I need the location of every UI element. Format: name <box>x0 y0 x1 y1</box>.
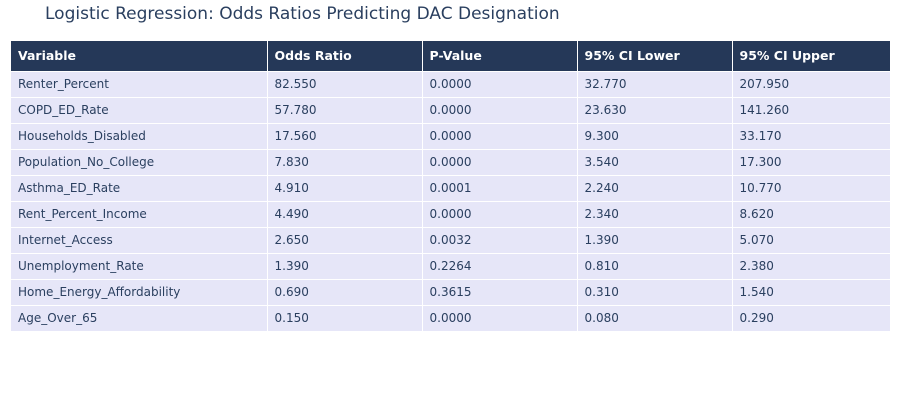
header-ci-upper: 95% CI Upper <box>732 41 890 71</box>
cell-p-value: 0.0000 <box>422 148 578 175</box>
cell-odds-ratio: 1.390 <box>267 252 423 279</box>
cell-p-value: 0.3615 <box>422 278 578 305</box>
cell-p-value: 0.0000 <box>422 70 578 97</box>
table-row: Unemployment_Rate 1.390 0.2264 0.810 2.380 <box>11 252 890 279</box>
cell-variable: Households_Disabled <box>11 122 268 149</box>
cell-ci-lower: 0.810 <box>577 252 733 279</box>
cell-ci-upper: 8.620 <box>732 200 890 227</box>
cell-p-value: 0.0032 <box>422 226 578 253</box>
cell-variable: Internet_Access <box>11 226 268 253</box>
cell-variable: COPD_ED_Rate <box>11 96 268 123</box>
cell-ci-upper: 2.380 <box>732 252 890 279</box>
table-body: Renter_Percent 82.550 0.0000 32.770 207.950 C… <box>11 70 890 331</box>
table-row: Asthma_ED_Rate 4.910 0.0001 2.240 10.770 <box>11 174 890 201</box>
cell-variable: Renter_Percent <box>11 70 268 97</box>
cell-ci-upper: 10.770 <box>732 174 890 201</box>
cell-ci-lower: 32.770 <box>577 70 733 97</box>
cell-variable: Home_Energy_Affordability <box>11 278 268 305</box>
cell-odds-ratio: 4.910 <box>267 174 423 201</box>
cell-p-value: 0.0000 <box>422 96 578 123</box>
cell-ci-upper: 1.540 <box>732 278 890 305</box>
cell-p-value: 0.2264 <box>422 252 578 279</box>
header-variable: Variable <box>11 41 268 71</box>
cell-ci-lower: 1.390 <box>577 226 733 253</box>
cell-ci-upper: 33.170 <box>732 122 890 149</box>
cell-ci-upper: 141.260 <box>732 96 890 123</box>
odds-ratio-table: Variable Odds Ratio P-Value 95% CI Lower… <box>11 41 890 331</box>
cell-variable: Age_Over_65 <box>11 304 268 331</box>
cell-p-value: 0.0000 <box>422 122 578 149</box>
cell-odds-ratio: 17.560 <box>267 122 423 149</box>
cell-ci-lower: 0.080 <box>577 304 733 331</box>
cell-ci-lower: 23.630 <box>577 96 733 123</box>
table-row: Households_Disabled 17.560 0.0000 9.300 33.1… <box>11 122 890 149</box>
cell-ci-lower: 3.540 <box>577 148 733 175</box>
cell-p-value: 0.0000 <box>422 200 578 227</box>
cell-ci-upper: 207.950 <box>732 70 890 97</box>
cell-odds-ratio: 0.150 <box>267 304 423 331</box>
cell-variable: Rent_Percent_Income <box>11 200 268 227</box>
cell-odds-ratio: 2.650 <box>267 226 423 253</box>
cell-ci-lower: 9.300 <box>577 122 733 149</box>
cell-variable: Asthma_ED_Rate <box>11 174 268 201</box>
table-header-row: Variable Odds Ratio P-Value 95% CI Lower… <box>11 41 890 71</box>
cell-variable: Population_No_College <box>11 148 268 175</box>
header-odds-ratio: Odds Ratio <box>267 41 423 71</box>
table-row: Age_Over_65 0.150 0.0000 0.080 0.290 <box>11 304 890 331</box>
cell-p-value: 0.0001 <box>422 174 578 201</box>
cell-ci-lower: 0.310 <box>577 278 733 305</box>
header-ci-lower: 95% CI Lower <box>577 41 733 71</box>
table-row: Rent_Percent_Income 4.490 0.0000 2.340 8.620 <box>11 200 890 227</box>
cell-odds-ratio: 4.490 <box>267 200 423 227</box>
cell-ci-upper: 0.290 <box>732 304 890 331</box>
cell-variable: Unemployment_Rate <box>11 252 268 279</box>
header-p-value: P-Value <box>422 41 578 71</box>
table-row: Home_Energy_Affordability 0.690 0.3615 0.31… <box>11 278 890 305</box>
table-row: Population_No_College 7.830 0.0000 3.540 17.… <box>11 148 890 175</box>
table-row: COPD_ED_Rate 57.780 0.0000 23.630 141.260 <box>11 96 890 123</box>
cell-odds-ratio: 0.690 <box>267 278 423 305</box>
cell-ci-lower: 2.340 <box>577 200 733 227</box>
cell-ci-lower: 2.240 <box>577 174 733 201</box>
cell-odds-ratio: 7.830 <box>267 148 423 175</box>
table-row: Internet_Access 2.650 0.0032 1.390 5.070 <box>11 226 890 253</box>
cell-p-value: 0.0000 <box>422 304 578 331</box>
cell-odds-ratio: 82.550 <box>267 70 423 97</box>
cell-odds-ratio: 57.780 <box>267 96 423 123</box>
chart-title: Logistic Regression: Odds Ratios Predict… <box>45 4 560 24</box>
table-row: Renter_Percent 82.550 0.0000 32.770 207.950 <box>11 70 890 97</box>
cell-ci-upper: 5.070 <box>732 226 890 253</box>
cell-ci-upper: 17.300 <box>732 148 890 175</box>
